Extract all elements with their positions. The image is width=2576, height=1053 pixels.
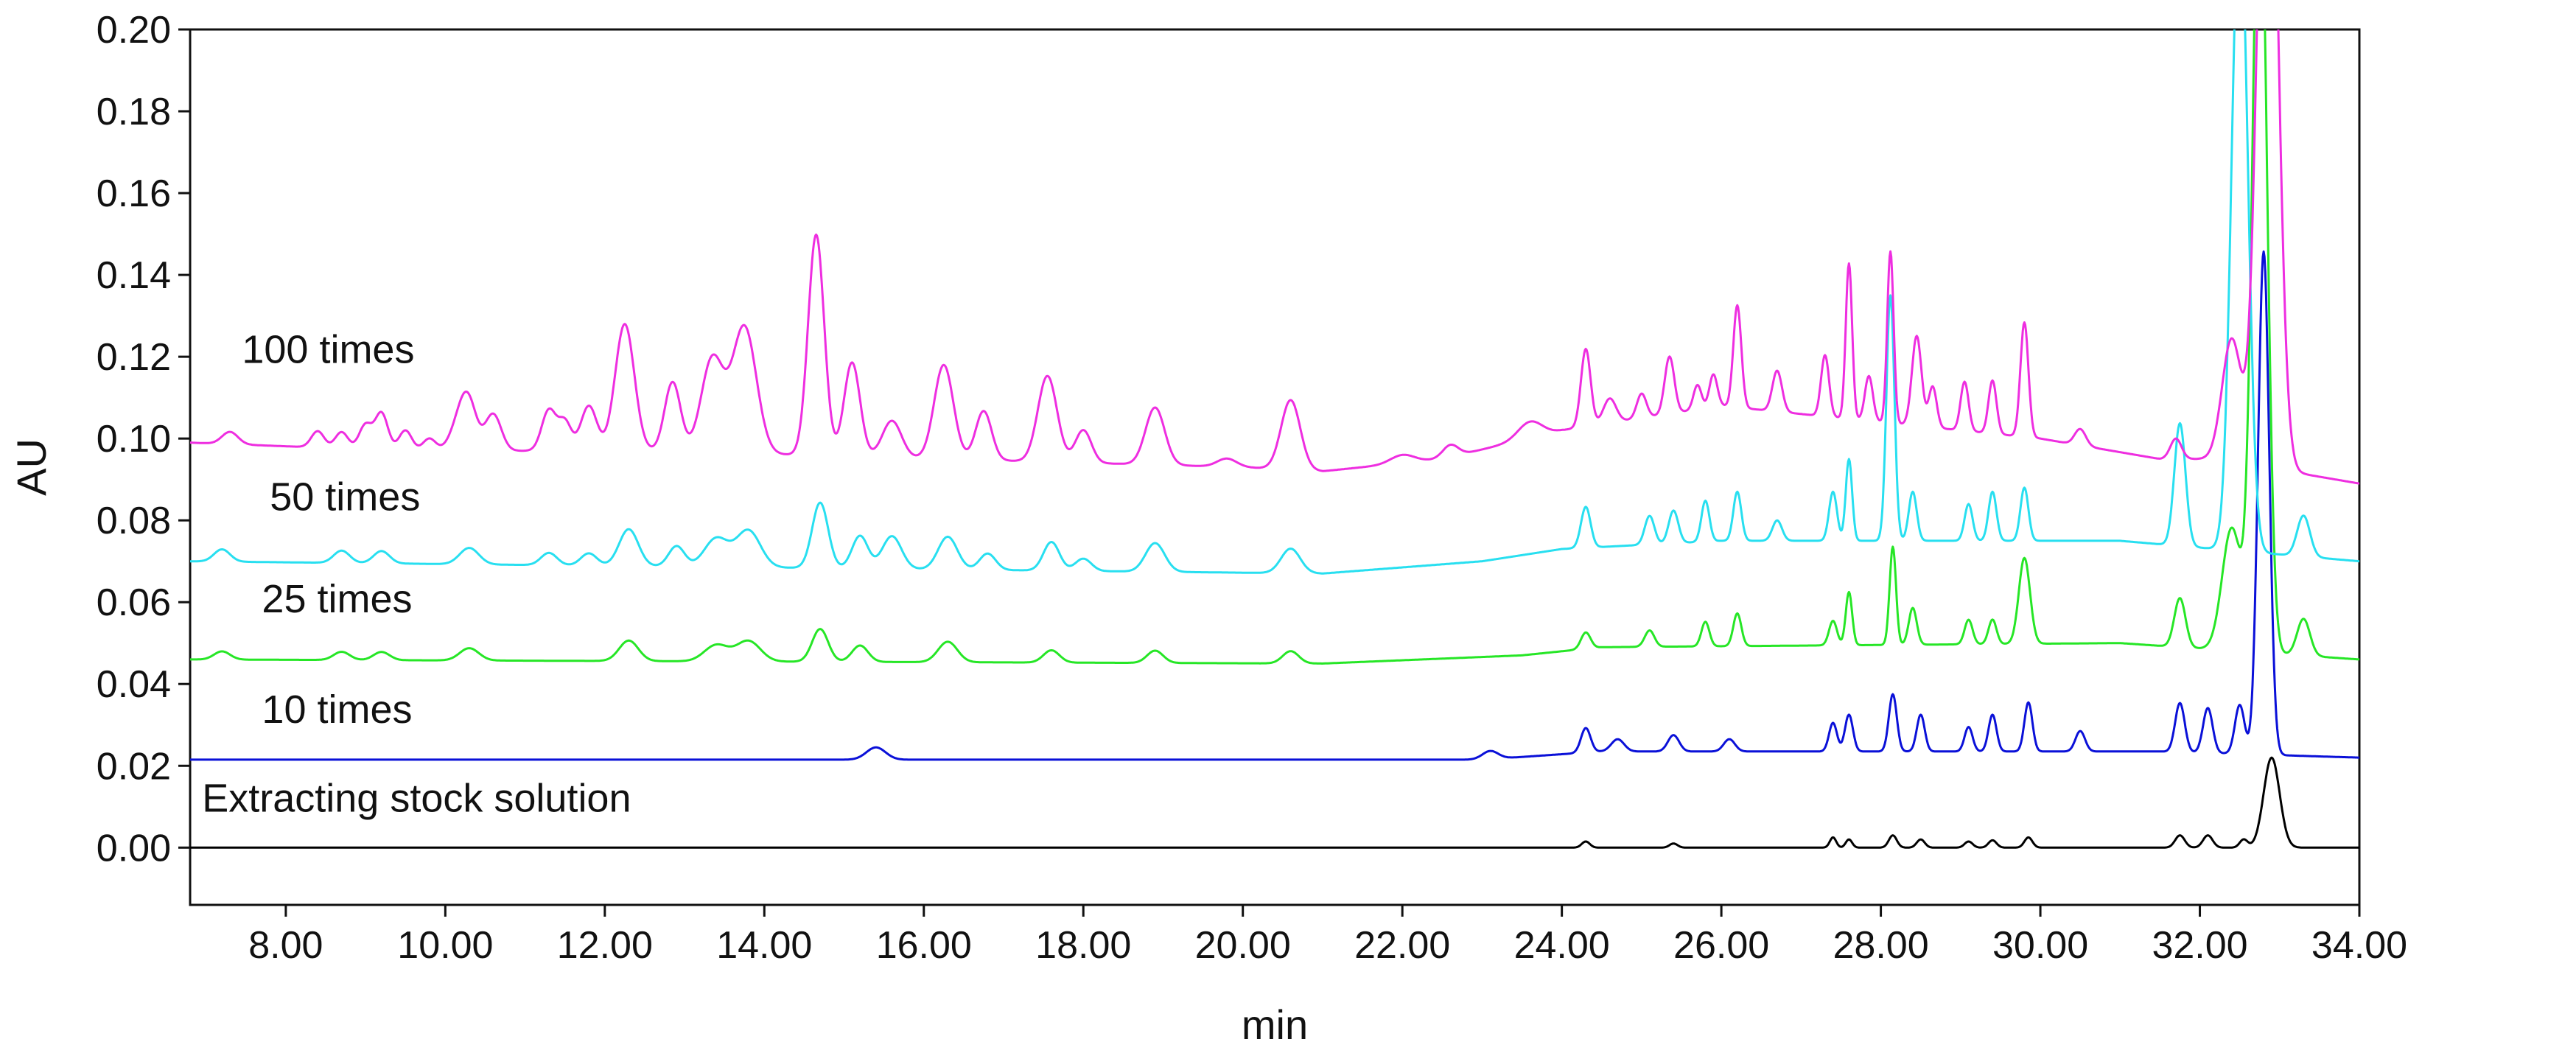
y-tick-label: 0.20 (97, 9, 171, 52)
y-tick-label: 0.14 (97, 254, 171, 297)
y-tick-label: 0.04 (97, 663, 171, 706)
y-tick-label: 0.10 (97, 418, 171, 461)
x-tick-label: 22.00 (1354, 924, 1450, 967)
series-label: 10 times (262, 688, 412, 732)
x-tick-label: 28.00 (1833, 924, 1929, 967)
y-tick-label: 0.06 (97, 581, 171, 624)
x-tick-label: 20.00 (1195, 924, 1291, 967)
x-tick-label: 12.00 (557, 924, 653, 967)
x-tick-label: 16.00 (876, 924, 972, 967)
series-line (190, 29, 2359, 665)
series-labels: Extracting stock solution 10 times 25 time… (202, 327, 631, 820)
series-label: Extracting stock solution (202, 776, 631, 820)
series-line (190, 756, 2359, 849)
x-tick-label: 14.00 (716, 924, 812, 967)
x-tick-label: 26.00 (1673, 924, 1769, 967)
series-line (190, 29, 2359, 485)
x-tick-label: 8.00 (248, 924, 323, 967)
series-lines (190, 29, 2359, 849)
y-tick-label: 0.18 (97, 91, 171, 133)
plot-frame (189, 28, 2361, 906)
x-tick-label: 18.00 (1035, 924, 1131, 967)
x-tick-label: 24.00 (1514, 924, 1610, 967)
x-tick-label: 30.00 (1992, 924, 2088, 967)
y-axis: 0.00 0.02 0.04 0.06 0.08 0.10 0.12 0.14 0.16 0.18… (97, 9, 190, 870)
y-tick-label: 0.00 (97, 827, 171, 870)
y-tick-label: 0.02 (97, 745, 171, 788)
series-label: 100 times (242, 327, 414, 371)
y-tick-label: 0.16 (97, 172, 171, 215)
series-label: 25 times (262, 577, 412, 621)
x-axis: 8.00 10.00 12.00 14.00 16.00 18.00 20.00 22.00 2… (248, 905, 2407, 967)
y-tick-label: 0.08 (97, 500, 171, 542)
x-tick-label: 34.00 (2311, 924, 2407, 967)
x-tick-label: 32.00 (2152, 924, 2247, 967)
x-tick-label: 10.00 (397, 924, 493, 967)
series-line (190, 250, 2359, 761)
y-tick-label: 0.12 (97, 336, 171, 379)
x-axis-title: min (1242, 1001, 1308, 1048)
series-label: 50 times (270, 475, 420, 519)
series-line (190, 29, 2359, 575)
y-axis-title: AU (8, 438, 55, 496)
